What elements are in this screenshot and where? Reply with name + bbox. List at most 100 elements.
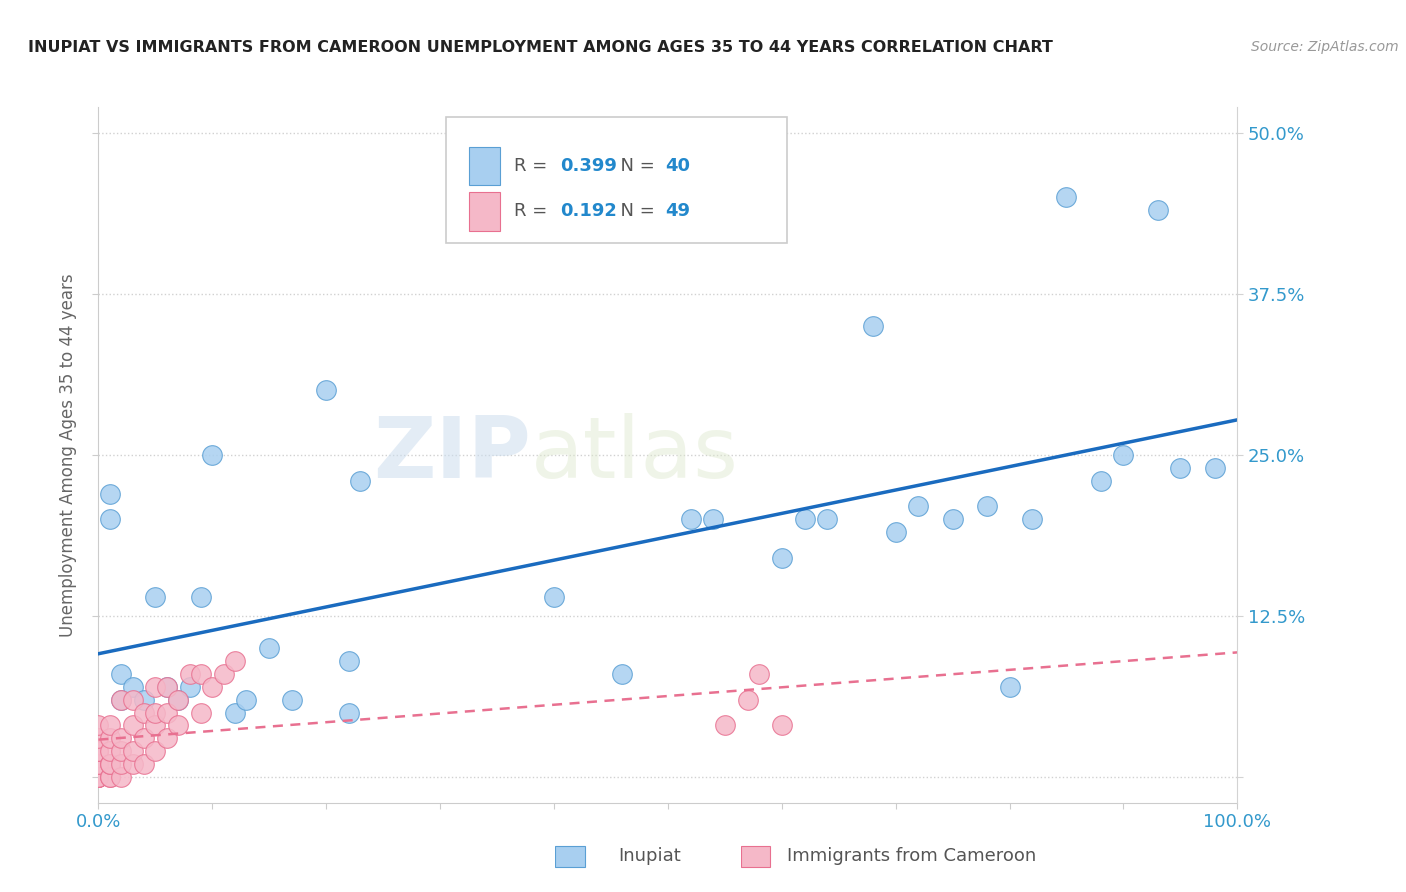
Text: R =: R = — [515, 202, 553, 220]
Point — [167, 718, 190, 732]
Text: 40: 40 — [665, 157, 690, 175]
Point — [87, 757, 110, 772]
Point — [281, 692, 304, 706]
Point — [1146, 203, 1168, 218]
Point — [349, 474, 371, 488]
Point — [737, 692, 759, 706]
Point — [121, 744, 143, 758]
Point — [259, 641, 281, 656]
Point — [110, 692, 132, 706]
Point — [132, 706, 155, 720]
Point — [201, 448, 224, 462]
Text: 0.399: 0.399 — [560, 157, 617, 175]
Point — [145, 744, 167, 758]
Point — [87, 757, 110, 772]
Point — [702, 512, 724, 526]
Point — [98, 757, 121, 772]
Text: Source: ZipAtlas.com: Source: ZipAtlas.com — [1251, 40, 1399, 54]
Point — [87, 770, 110, 784]
Point — [1112, 448, 1135, 462]
Point — [1021, 512, 1043, 526]
Point — [942, 512, 965, 526]
Point — [98, 770, 121, 784]
Point — [167, 692, 190, 706]
Point — [121, 757, 143, 772]
Point — [1056, 190, 1078, 204]
Point — [224, 706, 246, 720]
FancyBboxPatch shape — [741, 846, 770, 867]
Point — [612, 667, 634, 681]
Point — [543, 590, 565, 604]
Text: ZIP: ZIP — [374, 413, 531, 497]
Point — [156, 706, 179, 720]
Text: 0.192: 0.192 — [560, 202, 617, 220]
Text: INUPIAT VS IMMIGRANTS FROM CAMEROON UNEMPLOYMENT AMONG AGES 35 TO 44 YEARS CORRE: INUPIAT VS IMMIGRANTS FROM CAMEROON UNEM… — [28, 40, 1053, 55]
Text: Immigrants from Cameroon: Immigrants from Cameroon — [787, 847, 1036, 865]
Point — [235, 692, 257, 706]
Point — [145, 718, 167, 732]
Text: R =: R = — [515, 157, 553, 175]
Point — [1090, 474, 1112, 488]
FancyBboxPatch shape — [446, 118, 787, 243]
Point — [110, 692, 132, 706]
FancyBboxPatch shape — [468, 147, 501, 186]
Point — [110, 744, 132, 758]
Point — [156, 731, 179, 746]
Point — [190, 667, 212, 681]
Point — [167, 692, 190, 706]
Text: N =: N = — [609, 202, 661, 220]
Point — [121, 680, 143, 694]
Point — [815, 512, 838, 526]
Point — [98, 770, 121, 784]
Point — [132, 757, 155, 772]
Point — [714, 718, 737, 732]
Point — [87, 770, 110, 784]
Point — [145, 590, 167, 604]
Point — [212, 667, 235, 681]
Point — [862, 319, 884, 334]
Point — [770, 551, 793, 566]
Point — [110, 731, 132, 746]
Point — [793, 512, 815, 526]
Point — [87, 770, 110, 784]
Point — [156, 680, 179, 694]
Point — [98, 718, 121, 732]
Point — [976, 500, 998, 514]
Y-axis label: Unemployment Among Ages 35 to 44 years: Unemployment Among Ages 35 to 44 years — [59, 273, 77, 637]
Point — [98, 731, 121, 746]
Point — [110, 770, 132, 784]
Point — [224, 654, 246, 668]
FancyBboxPatch shape — [468, 193, 501, 230]
Point — [145, 680, 167, 694]
Point — [87, 770, 110, 784]
Point — [884, 525, 907, 540]
Point — [679, 512, 702, 526]
Point — [110, 757, 132, 772]
Point — [110, 667, 132, 681]
Point — [121, 692, 143, 706]
Point — [179, 680, 201, 694]
Point — [1204, 460, 1226, 475]
Text: Inupiat: Inupiat — [619, 847, 682, 865]
Point — [190, 590, 212, 604]
Point — [337, 706, 360, 720]
Point — [132, 731, 155, 746]
Point — [907, 500, 929, 514]
Point — [1170, 460, 1192, 475]
Point — [748, 667, 770, 681]
Point — [87, 718, 110, 732]
Point — [87, 770, 110, 784]
Point — [87, 744, 110, 758]
Point — [315, 384, 337, 398]
Text: N =: N = — [609, 157, 661, 175]
FancyBboxPatch shape — [555, 846, 585, 867]
Point — [998, 680, 1021, 694]
Point — [98, 757, 121, 772]
Point — [121, 718, 143, 732]
Point — [201, 680, 224, 694]
Point — [179, 667, 201, 681]
Point — [87, 744, 110, 758]
Point — [156, 680, 179, 694]
Point — [770, 718, 793, 732]
Point — [98, 512, 121, 526]
